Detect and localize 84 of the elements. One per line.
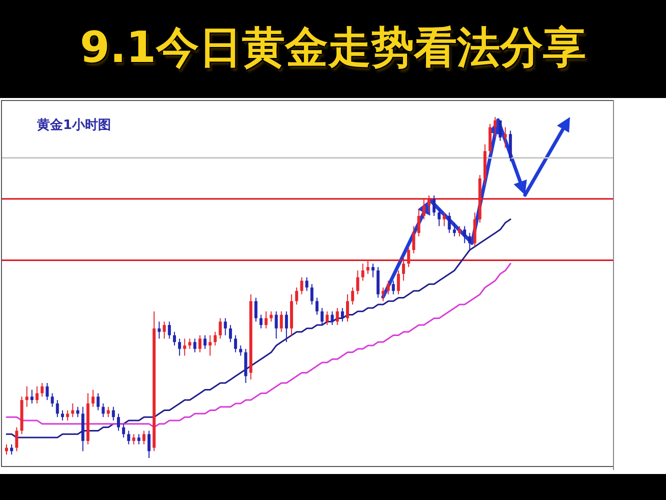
candlestick bbox=[239, 344, 242, 356]
candlestick bbox=[310, 284, 314, 306]
candlestick bbox=[46, 382, 49, 401]
candlestick bbox=[36, 386, 39, 404]
candlestick bbox=[224, 318, 227, 336]
candlestick bbox=[244, 348, 248, 384]
candlestick bbox=[127, 430, 130, 445]
candlestick bbox=[112, 406, 115, 421]
candlestick bbox=[168, 321, 171, 340]
candlestick bbox=[463, 226, 466, 244]
candlestick bbox=[422, 198, 426, 220]
candlestick bbox=[172, 331, 176, 346]
candlestick bbox=[452, 222, 456, 237]
candlestick bbox=[284, 310, 288, 343]
candlestick bbox=[356, 270, 360, 295]
candlestick bbox=[458, 226, 462, 237]
candlestick bbox=[498, 120, 502, 142]
candlestick bbox=[448, 212, 451, 234]
candlestick bbox=[330, 310, 334, 326]
candlestick bbox=[315, 297, 318, 316]
candlestick bbox=[376, 266, 380, 298]
candlestick bbox=[214, 331, 217, 346]
candlestick bbox=[96, 392, 100, 411]
candlestick bbox=[407, 246, 410, 268]
candlestick bbox=[396, 270, 400, 295]
candlestick bbox=[295, 287, 298, 306]
candlestick bbox=[346, 294, 350, 322]
candlestick bbox=[183, 338, 186, 356]
candlestick bbox=[264, 310, 268, 329]
candlestick bbox=[340, 307, 344, 322]
candlestick bbox=[66, 410, 70, 421]
candlestick bbox=[412, 226, 416, 254]
candlestick bbox=[218, 318, 222, 340]
candlestick bbox=[438, 208, 441, 227]
candlestick bbox=[361, 263, 364, 282]
candlestick bbox=[132, 434, 136, 445]
candlestick bbox=[142, 430, 146, 445]
candlestick bbox=[427, 194, 430, 213]
candlestick bbox=[116, 413, 120, 432]
candlestick bbox=[280, 310, 283, 332]
candlestick bbox=[40, 382, 44, 398]
candlestick bbox=[15, 426, 18, 452]
candlestick bbox=[417, 208, 420, 237]
candlestick bbox=[508, 130, 512, 162]
candlestick bbox=[148, 430, 151, 458]
chart-title: 9.1今日黄金走势看法分享 bbox=[78, 22, 588, 74]
candlestick bbox=[320, 307, 324, 326]
candlestick bbox=[162, 321, 166, 340]
candlestick bbox=[260, 314, 262, 329]
candlestick bbox=[30, 389, 34, 404]
candlestick bbox=[326, 310, 329, 326]
candlestick bbox=[386, 280, 390, 295]
candlestick bbox=[442, 212, 446, 227]
candlestick bbox=[208, 334, 212, 356]
candlestick bbox=[50, 392, 54, 408]
candlestick bbox=[25, 386, 28, 408]
candlestick bbox=[504, 126, 507, 148]
candlestick bbox=[92, 389, 95, 408]
candlestick bbox=[228, 324, 232, 343]
candlestick bbox=[351, 287, 354, 306]
candlestick bbox=[402, 256, 406, 282]
candlestick bbox=[254, 297, 258, 322]
candlestick bbox=[137, 434, 140, 445]
candlestick bbox=[305, 276, 308, 292]
candlestick bbox=[198, 334, 202, 353]
candlestick bbox=[193, 338, 196, 353]
candlestick bbox=[122, 423, 126, 438]
candlestick bbox=[234, 334, 238, 353]
candlestick bbox=[158, 321, 161, 340]
candlestick bbox=[102, 402, 105, 418]
candlestick bbox=[366, 260, 370, 274]
candlestick bbox=[300, 276, 304, 295]
candlestick bbox=[371, 263, 374, 278]
candlestick bbox=[56, 400, 59, 418]
candlestick bbox=[382, 287, 385, 302]
candlestick bbox=[392, 280, 395, 295]
candlestick bbox=[432, 194, 436, 216]
candlestick bbox=[274, 310, 278, 340]
candlestick bbox=[60, 410, 64, 421]
candlestick bbox=[188, 338, 192, 350]
candlestick bbox=[204, 334, 207, 350]
annotation: 黄金1小时图 bbox=[37, 117, 112, 134]
candlestick bbox=[178, 338, 182, 356]
candlestick bbox=[336, 307, 339, 326]
